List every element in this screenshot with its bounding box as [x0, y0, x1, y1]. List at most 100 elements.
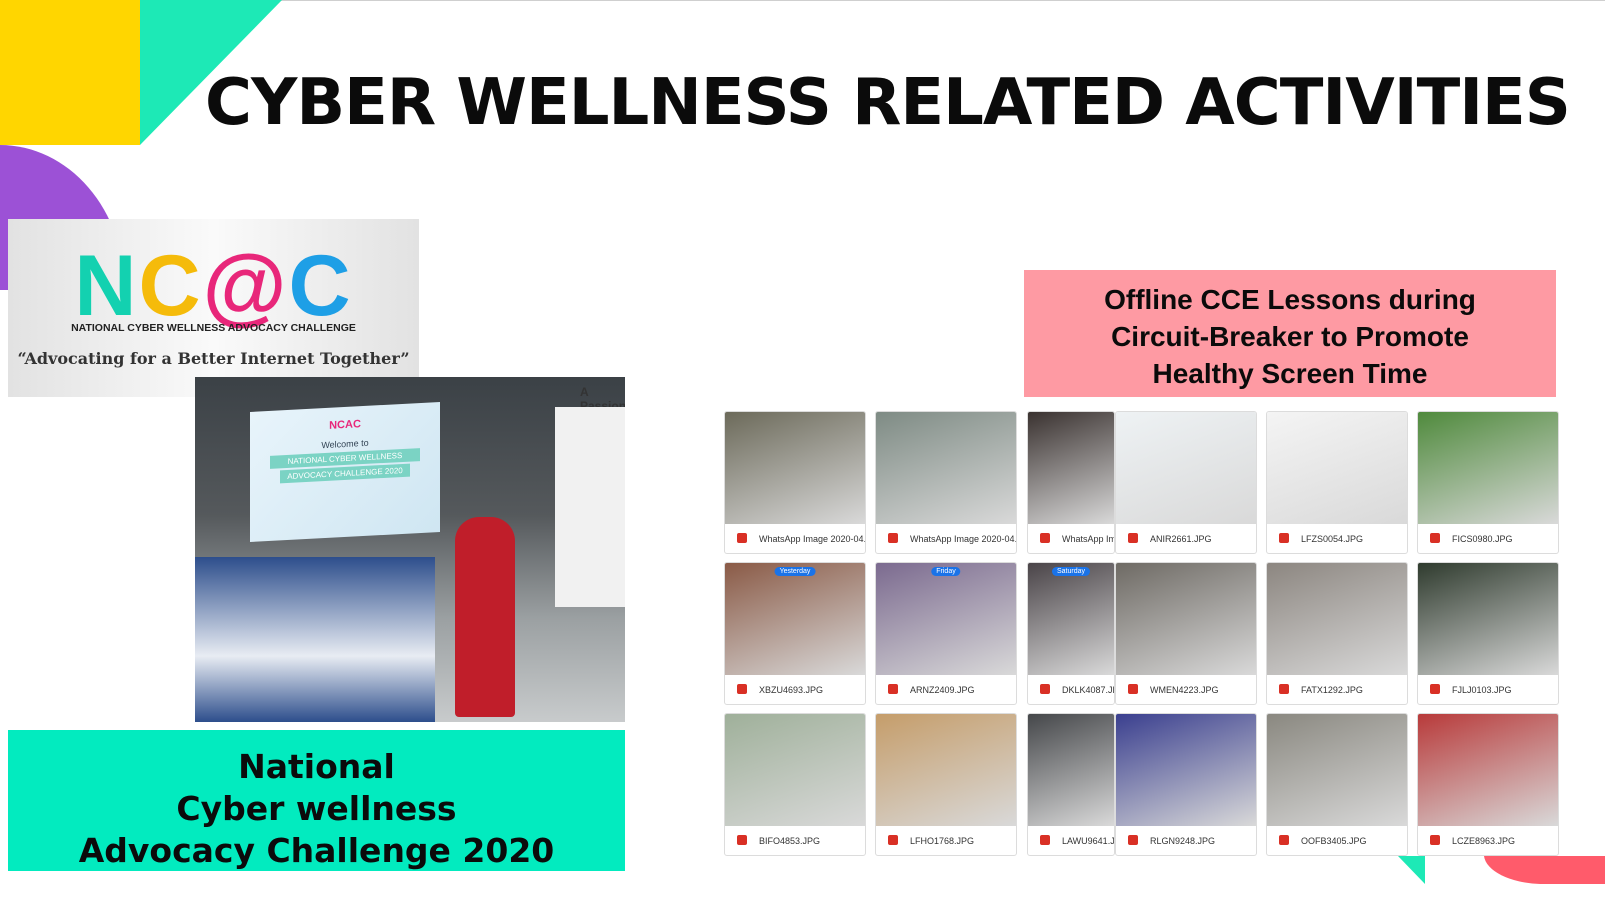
thumbnail: LFHO1768.JPG — [875, 713, 1017, 856]
thumbnail-image — [1267, 563, 1407, 675]
thumbnail: WhatsApp Ima — [1027, 411, 1115, 554]
logo-name: NATIONAL CYBER WELLNESS ADVOCACY CHALLEN… — [71, 322, 356, 334]
file-name: OOFB3405.JPG — [1301, 836, 1367, 846]
thumbnail: FICS0980.JPG — [1417, 411, 1559, 554]
file-icon — [888, 835, 898, 845]
students — [195, 557, 435, 722]
file-icon — [737, 835, 747, 845]
logo-letter: C — [288, 238, 353, 334]
thumbnail: WhatsApp Image 2020-04... — [724, 411, 866, 554]
logo-mark: NC@C — [8, 237, 419, 336]
file-name: ARNZ2409.JPG — [910, 685, 975, 695]
file-icon — [1430, 835, 1440, 845]
logo-tagline: “Advocating for a Better Internet Togeth… — [17, 349, 410, 368]
thumbnail: RLGN9248.JPG — [1115, 713, 1257, 856]
thumbnail-image — [1028, 563, 1114, 675]
file-name: WMEN4223.JPG — [1150, 685, 1219, 695]
heading-line: Circuit-Breaker to Promote — [1111, 321, 1469, 352]
thumbnail-image — [725, 412, 865, 524]
file-icon — [1040, 533, 1050, 543]
logo-card: NC@C NATIONAL CYBER WELLNESS ADVOCACY CH… — [8, 219, 419, 397]
heading-line: Healthy Screen Time — [1152, 358, 1428, 389]
file-icon — [1279, 684, 1289, 694]
file-name: WhatsApp Ima — [1062, 534, 1114, 544]
file-name: FATX1292.JPG — [1301, 685, 1363, 695]
thumbnail: Saturday DKLK4087.JP — [1027, 562, 1115, 705]
caption-line: Cyber wellness — [176, 789, 457, 828]
thumbnail-image — [1116, 412, 1256, 524]
caption-line: National — [238, 747, 395, 786]
file-icon — [888, 533, 898, 543]
caption-line: Advocacy Challenge 2020 — [78, 831, 555, 870]
whiteboard — [555, 407, 625, 607]
thumbnail-image — [1418, 714, 1558, 826]
thumbnail-image — [1267, 714, 1407, 826]
thumbnail-image — [876, 412, 1016, 524]
file-name: LFHO1768.JPG — [910, 836, 975, 846]
logo-letter: N — [74, 238, 139, 334]
file-name: LCZE8963.JPG — [1452, 836, 1516, 846]
thumbnail: LCZE8963.JPG — [1417, 713, 1559, 856]
file-icon — [1040, 835, 1050, 845]
thumbnail-image — [876, 714, 1016, 826]
day-tag: Friday — [931, 567, 961, 576]
file-icon — [1430, 533, 1440, 543]
file-name: FICS0980.JPG — [1452, 534, 1513, 544]
heading-line: Offline CCE Lessons during — [1104, 284, 1476, 315]
thumbnail-image — [725, 563, 865, 675]
thumbnail: WhatsApp Image 2020-04... — [875, 411, 1017, 554]
file-icon — [888, 684, 898, 694]
thumbnail: WMEN4223.JPG — [1115, 562, 1257, 705]
day-tag: Yesterday — [774, 567, 816, 576]
thumbnail: BIFO4853.JPG — [724, 713, 866, 856]
thumbnail: FATX1292.JPG — [1266, 562, 1408, 705]
file-icon — [1128, 684, 1138, 694]
thumbnail-image — [725, 714, 865, 826]
file-icon — [1430, 684, 1440, 694]
teacher — [455, 517, 515, 717]
thumbnail-image — [1418, 563, 1558, 675]
file-name: LFZS0054.JPG — [1301, 534, 1364, 544]
thumbnail: LAWU9641.JP — [1027, 713, 1115, 856]
file-name: WhatsApp Image 2020-04... — [910, 534, 1017, 544]
thumbnail-image — [1028, 714, 1114, 826]
file-icon — [1128, 533, 1138, 543]
file-icon — [737, 533, 747, 543]
event-photo: NCAC Welcome to NATIONAL CYBER WELLNESS … — [195, 377, 625, 722]
file-icon — [1128, 835, 1138, 845]
logo-letter: @ — [202, 238, 289, 334]
file-name: ANIR2661.JPG — [1150, 534, 1212, 544]
file-name: BIFO4853.JPG — [759, 836, 821, 846]
thumbnail-image — [1116, 714, 1256, 826]
thumbnail: LFZS0054.JPG — [1266, 411, 1408, 554]
thumbnail-image — [1267, 412, 1407, 524]
file-name: DKLK4087.JP — [1062, 685, 1115, 695]
thumbnail-image — [876, 563, 1016, 675]
file-icon — [737, 684, 747, 694]
thumbnail: FJLJ0103.JPG — [1417, 562, 1559, 705]
thumbnail: ANIR2661.JPG — [1115, 411, 1257, 554]
file-name: FJLJ0103.JPG — [1452, 685, 1512, 695]
file-icon — [1040, 684, 1050, 694]
thumbnail: Friday ARNZ2409.JPG — [875, 562, 1017, 705]
thumbnail-image — [1116, 563, 1256, 675]
thumbnail-image — [1418, 412, 1558, 524]
day-tag: Saturday — [1051, 567, 1091, 576]
thumbnail: OOFB3405.JPG — [1266, 713, 1408, 856]
thumbnail: Yesterday XBZU4693.JPG — [724, 562, 866, 705]
file-icon — [1279, 533, 1289, 543]
logo-letter: C — [138, 238, 203, 334]
lessons-heading: Offline CCE Lessons during Circuit-Break… — [1024, 270, 1556, 397]
file-name: WhatsApp Image 2020-04... — [759, 534, 866, 544]
file-icon — [1279, 835, 1289, 845]
file-name: RLGN9248.JPG — [1150, 836, 1216, 846]
slide-title: CYBER WELLNESS RELATED ACTIVITIES — [205, 66, 1571, 140]
file-name: XBZU4693.JPG — [759, 685, 824, 695]
caption-box: National Cyber wellness Advocacy Challen… — [8, 730, 625, 871]
screen-logo: NCAC — [329, 418, 361, 432]
file-name: LAWU9641.JP — [1062, 836, 1115, 846]
projector-screen: NCAC Welcome to NATIONAL CYBER WELLNESS … — [250, 402, 440, 542]
thumbnail-image — [1028, 412, 1114, 524]
